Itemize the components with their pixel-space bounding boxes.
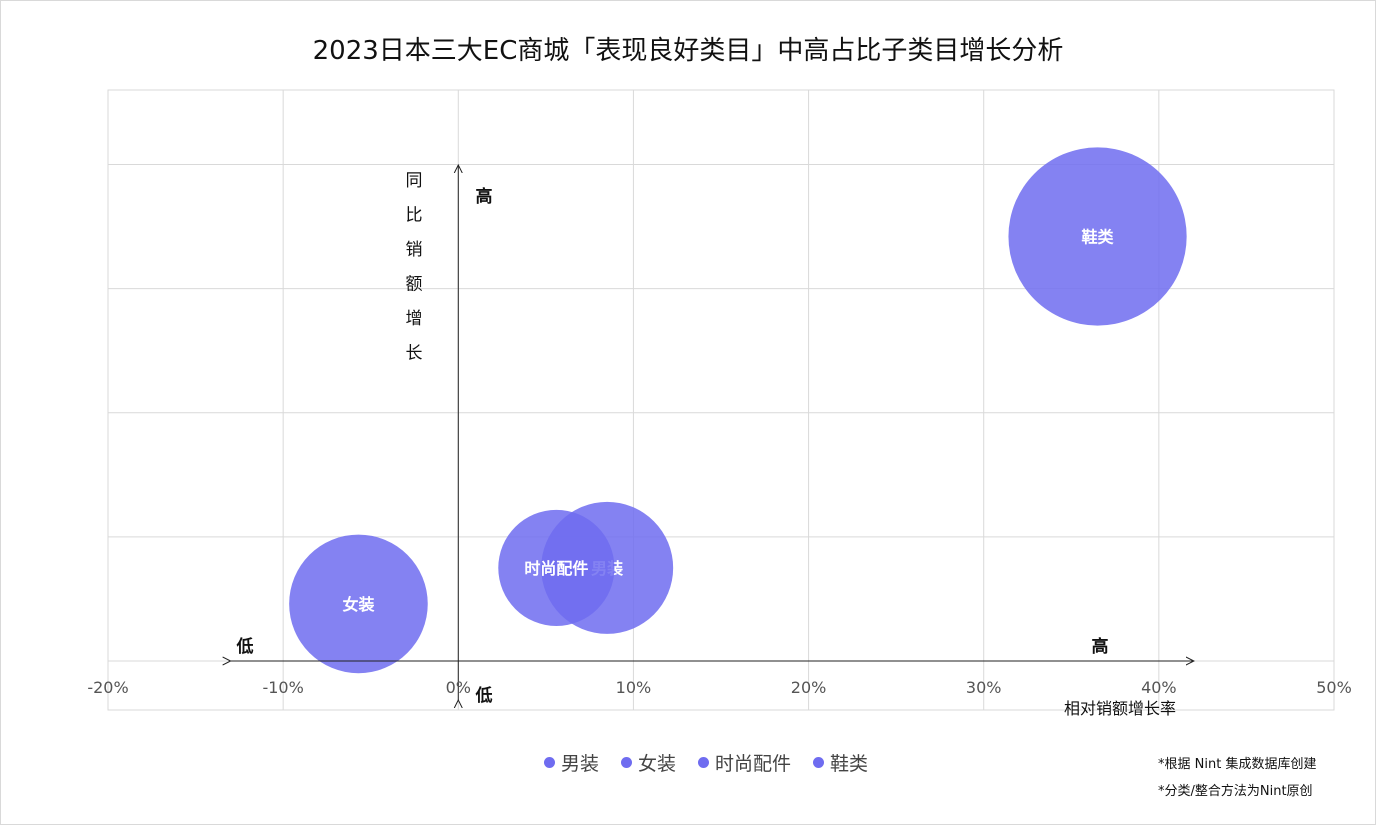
legend-item: 鞋类 (813, 749, 868, 776)
legend-swatch (813, 757, 825, 768)
bubble-point (498, 509, 615, 626)
legend: 男装 女装 时尚配件 鞋类 (0, 749, 1376, 776)
bubble-point (1008, 147, 1187, 326)
x-tick-label: 0% (446, 678, 471, 697)
legend-label: 男装 (560, 753, 599, 775)
legend-swatch (620, 757, 632, 768)
x-tick-label: -20% (87, 678, 128, 697)
y-axis-label-char: 同 (406, 171, 423, 191)
x-tick-label: 50% (1316, 678, 1352, 697)
legend-swatch (698, 757, 709, 768)
chart-title: 2023日本三大EC商城「表现良好类目」中高占比子类目增长分析 (312, 36, 1064, 66)
bubble-point (289, 534, 428, 674)
y-axis-label-char: 增 (406, 309, 423, 329)
method-note: *分类/整合方法为Nint原创 (1158, 784, 1313, 799)
legend-item: 女装 (620, 749, 676, 776)
x-tick-label: -10% (262, 678, 303, 697)
x-tick-label: 20% (791, 678, 827, 697)
y-high-label: 高 (476, 186, 493, 207)
x-low-label: 低 (236, 636, 254, 657)
legend-label: 时尚配件 (715, 753, 792, 775)
source-note: *根据 Nint 集成数据库创建 (1158, 757, 1317, 772)
bubble-data-label: 女装 (342, 595, 374, 614)
legend-label: 女装 (637, 753, 676, 775)
x-axis-label: 相对销额增长率 (1064, 699, 1176, 718)
y-axis-label-char: 长 (406, 344, 423, 364)
legend-item: 男装 (543, 749, 599, 776)
legend-item: 时尚配件 (698, 749, 791, 776)
legend-label: 鞋类 (830, 753, 869, 775)
y-axis-label-char: 额 (406, 275, 423, 295)
bubble-data-label: 鞋类 (1082, 227, 1115, 246)
bubble-data-label: 时尚配件 (524, 559, 588, 578)
y-axis-label-char: 比 (406, 206, 423, 226)
x-high-label: 高 (1092, 636, 1109, 657)
x-tick-label: 30% (966, 678, 1002, 697)
x-tick-label: 10% (616, 678, 652, 697)
y-low-label: 低 (475, 685, 493, 706)
x-tick-label: 40% (1141, 678, 1177, 697)
legend-swatch (543, 757, 555, 768)
y-axis-label-char: 销 (406, 240, 423, 260)
axes: 低高高低同比销额增长相对销额增长率 (231, 165, 1194, 718)
tick-labels: -20% -10% 0% 10% 20% 30% 40% 50% (87, 678, 1351, 697)
